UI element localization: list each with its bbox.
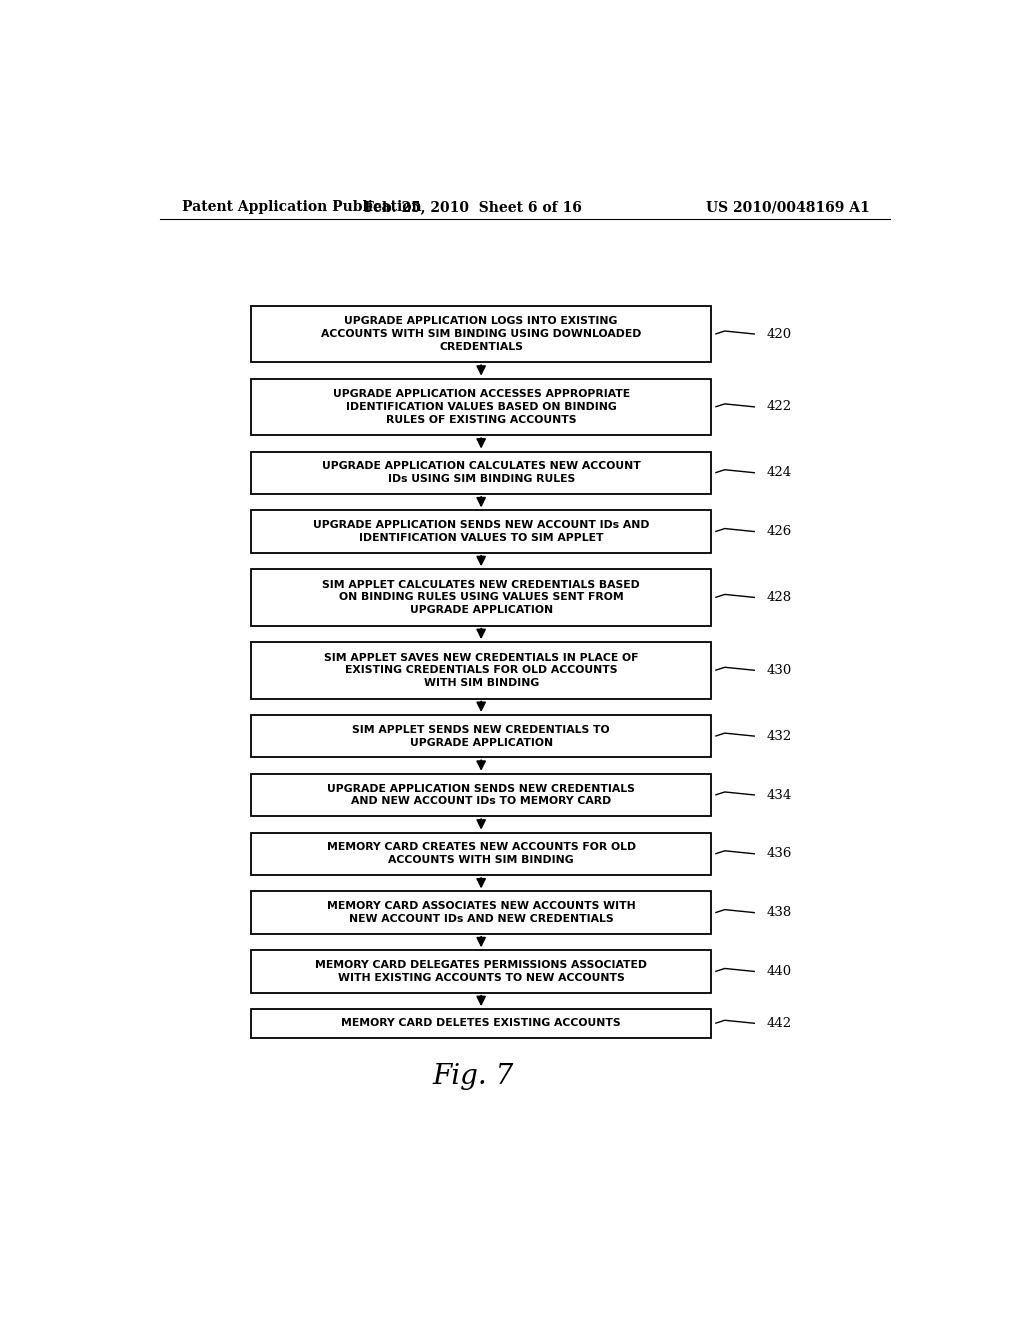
Text: SIM APPLET SAVES NEW CREDENTIALS IN PLACE OF
EXISTING CREDENTIALS FOR OLD ACCOUN: SIM APPLET SAVES NEW CREDENTIALS IN PLAC… (324, 652, 638, 688)
Text: 430: 430 (767, 664, 793, 677)
Text: 442: 442 (767, 1016, 792, 1030)
Text: 436: 436 (767, 847, 793, 861)
Text: Fig. 7: Fig. 7 (432, 1063, 514, 1090)
Text: 426: 426 (767, 525, 793, 539)
Text: UPGRADE APPLICATION SENDS NEW ACCOUNT IDs AND
IDENTIFICATION VALUES TO SIM APPLE: UPGRADE APPLICATION SENDS NEW ACCOUNT ID… (313, 520, 649, 543)
Text: 438: 438 (767, 906, 793, 919)
Bar (251, 891, 712, 935)
Text: SIM APPLET CALCULATES NEW CREDENTIALS BASED
ON BINDING RULES USING VALUES SENT F: SIM APPLET CALCULATES NEW CREDENTIALS BA… (323, 579, 640, 615)
Text: SIM APPLET SENDS NEW CREDENTIALS TO
UPGRADE APPLICATION: SIM APPLET SENDS NEW CREDENTIALS TO UPGR… (352, 725, 610, 747)
Text: UPGRADE APPLICATION ACCESSES APPROPRIATE
IDENTIFICATION VALUES BASED ON BINDING
: UPGRADE APPLICATION ACCESSES APPROPRIATE… (333, 389, 630, 425)
Text: MEMORY CARD DELETES EXISTING ACCOUNTS: MEMORY CARD DELETES EXISTING ACCOUNTS (341, 1018, 621, 1028)
Bar (251, 715, 712, 758)
Bar (251, 569, 712, 626)
Text: 434: 434 (767, 788, 793, 801)
Bar (251, 451, 712, 494)
Text: 422: 422 (767, 400, 792, 413)
Text: 428: 428 (767, 591, 792, 605)
Text: MEMORY CARD CREATES NEW ACCOUNTS FOR OLD
ACCOUNTS WITH SIM BINDING: MEMORY CARD CREATES NEW ACCOUNTS FOR OLD… (327, 842, 636, 865)
Bar (251, 833, 712, 875)
Text: Patent Application Publication: Patent Application Publication (182, 201, 422, 214)
Text: 420: 420 (767, 327, 792, 341)
Text: US 2010/0048169 A1: US 2010/0048169 A1 (707, 201, 870, 214)
Bar (251, 774, 712, 816)
Text: UPGRADE APPLICATION SENDS NEW CREDENTIALS
AND NEW ACCOUNT IDs TO MEMORY CARD: UPGRADE APPLICATION SENDS NEW CREDENTIAL… (328, 784, 635, 807)
Text: MEMORY CARD ASSOCIATES NEW ACCOUNTS WITH
NEW ACCOUNT IDs AND NEW CREDENTIALS: MEMORY CARD ASSOCIATES NEW ACCOUNTS WITH… (327, 902, 636, 924)
Bar (251, 950, 712, 993)
Bar (251, 1008, 712, 1038)
Bar (251, 511, 712, 553)
Text: 424: 424 (767, 466, 792, 479)
Bar (251, 379, 712, 436)
Text: 440: 440 (767, 965, 792, 978)
Text: Feb. 25, 2010  Sheet 6 of 16: Feb. 25, 2010 Sheet 6 of 16 (365, 201, 583, 214)
Bar (251, 306, 712, 363)
Text: UPGRADE APPLICATION CALCULATES NEW ACCOUNT
IDs USING SIM BINDING RULES: UPGRADE APPLICATION CALCULATES NEW ACCOU… (322, 462, 641, 484)
Bar (251, 642, 712, 698)
Text: UPGRADE APPLICATION LOGS INTO EXISTING
ACCOUNTS WITH SIM BINDING USING DOWNLOADE: UPGRADE APPLICATION LOGS INTO EXISTING A… (321, 317, 641, 352)
Text: 432: 432 (767, 730, 793, 743)
Text: MEMORY CARD DELEGATES PERMISSIONS ASSOCIATED
WITH EXISTING ACCOUNTS TO NEW ACCOU: MEMORY CARD DELEGATES PERMISSIONS ASSOCI… (315, 960, 647, 983)
